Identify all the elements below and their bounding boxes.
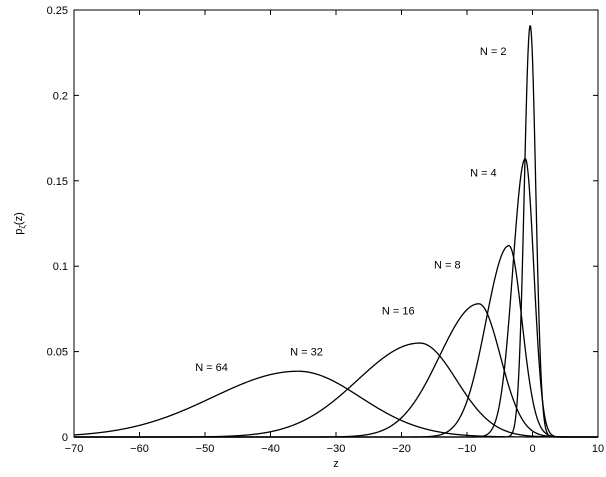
series-line — [73, 370, 598, 438]
series-label: N = 4 — [470, 167, 497, 179]
curve-labels: N = 2 N = 4 N = 8 N = 16 N = 32 N = 64 — [195, 46, 506, 374]
series-line — [74, 245, 598, 438]
series-label: N = 16 — [382, 306, 415, 318]
y-tick-label: 0.05 — [47, 347, 68, 359]
y-tick-label: 0.2 — [53, 90, 68, 102]
series-line — [74, 342, 598, 438]
x-tick-label: −20 — [392, 443, 411, 455]
x-tick-label: −70 — [65, 443, 84, 455]
series-label: N = 64 — [195, 362, 228, 374]
curves — [73, 25, 598, 438]
y-axis-label-subscript: ζ — [18, 225, 27, 229]
y-tick-label: 0.1 — [53, 261, 68, 273]
x-tick-label: −30 — [327, 443, 346, 455]
y-tick-label: 0.25 — [47, 5, 68, 17]
x-tick-label: 10 — [592, 443, 604, 455]
x-tick-label: −50 — [196, 443, 215, 455]
y-axis-label: pζ(z) — [13, 212, 27, 234]
y-tick-label: 0 — [62, 432, 68, 444]
x-axis-ticks: −70 −60 −50 −40 −30 −20 −10 0 10 — [65, 10, 604, 455]
y-tick-label: 0.15 — [47, 176, 68, 188]
series-label: N = 8 — [434, 259, 461, 271]
y-axis-label-suffix: (z) — [13, 212, 25, 225]
y-axis-label-main: p — [13, 229, 25, 235]
series-label: N = 2 — [480, 46, 507, 58]
x-tick-label: −60 — [130, 443, 149, 455]
x-axis-label: z — [333, 458, 339, 470]
x-tick-label: −10 — [458, 443, 477, 455]
series-line — [74, 25, 598, 438]
x-tick-label: 0 — [529, 443, 535, 455]
x-tick-label: −40 — [261, 443, 280, 455]
series-label: N = 32 — [290, 347, 323, 359]
y-axis-ticks: 0 0.05 0.1 0.15 0.2 0.25 — [47, 5, 598, 444]
